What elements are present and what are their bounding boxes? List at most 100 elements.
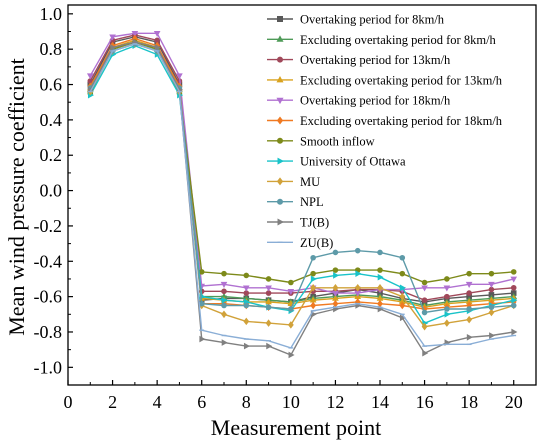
legend-entry: MU (267, 175, 320, 189)
x-tick-label: 2 (108, 392, 117, 412)
data-point (221, 288, 227, 295)
legend-marker (277, 218, 284, 226)
y-tick-label: 1.0 (40, 4, 63, 24)
data-point (221, 296, 228, 304)
y-axis-title: Mean wind pressure coefficient (4, 58, 29, 336)
legend-label: ZU(B) (300, 236, 333, 250)
data-point (354, 284, 361, 292)
data-point (287, 289, 295, 296)
data-point (199, 335, 206, 343)
data-point (243, 302, 250, 309)
legend-label: Overtaking period for 13km/h (300, 53, 451, 67)
data-point (511, 296, 518, 304)
data-point (466, 333, 473, 341)
legend-entry: NPL (267, 195, 324, 209)
data-point (153, 30, 161, 37)
legend-marker (276, 116, 284, 125)
legend-label: Excluding overtaking period for 18km/h (300, 114, 503, 128)
legend-entry: Overtaking period for 8km/h (267, 13, 445, 27)
x-tick-label: 16 (416, 392, 434, 412)
data-point (466, 315, 473, 324)
legend-marker (276, 15, 283, 22)
data-point (488, 281, 495, 288)
data-point (243, 342, 250, 350)
y-tick-label: 0.6 (40, 75, 63, 95)
data-point (332, 284, 339, 292)
data-point (444, 276, 450, 282)
data-point (399, 254, 406, 261)
legend-label: Smooth inflow (300, 134, 375, 148)
legend-marker (276, 35, 284, 42)
legend-marker (276, 97, 284, 105)
data-point (310, 301, 317, 310)
y-tick-label: 0.8 (40, 39, 63, 59)
x-tick-label: 6 (197, 392, 206, 412)
plot-area (86, 30, 518, 359)
legend-marker (277, 157, 284, 165)
data-point (510, 276, 518, 283)
data-point (488, 304, 495, 311)
legend-label: MU (300, 175, 320, 189)
data-point (488, 270, 495, 277)
data-point (377, 284, 383, 292)
data-point (221, 270, 227, 277)
legend-label: TJ(B) (300, 216, 329, 230)
legend-label: University of Ottawa (300, 155, 406, 169)
data-point (287, 321, 294, 329)
legend-marker (276, 56, 283, 63)
data-point (198, 269, 205, 275)
y-tick-label: -0.6 (34, 287, 63, 307)
data-point (377, 273, 384, 281)
legend-label: Excluding overtaking period for 13km/h (300, 73, 503, 87)
legend-entry: Excluding overtaking period for 8km/h (267, 33, 497, 47)
data-point (288, 306, 294, 312)
data-point (489, 332, 496, 339)
y-tick-label: -1.0 (34, 357, 63, 377)
data-point (466, 306, 472, 312)
data-point (109, 34, 116, 41)
data-point (399, 314, 406, 322)
data-point (265, 276, 272, 282)
x-tick-label: 0 (64, 392, 73, 412)
data-point (421, 285, 428, 292)
y-tick-label: -0.4 (34, 251, 63, 271)
legend-label: NPL (300, 195, 324, 209)
data-point (355, 270, 362, 277)
legend-label: Excluding overtaking period for 8km/h (300, 33, 497, 47)
series-12 (87, 43, 517, 349)
plot-frame (67, 4, 537, 386)
legend-marker (276, 137, 283, 144)
data-point (243, 317, 250, 326)
legend-entry: Overtaking period for 18km/h (267, 94, 451, 108)
y-tick-label: -0.8 (34, 322, 63, 342)
legend-entry: University of Ottawa (267, 155, 406, 169)
data-point (421, 309, 428, 316)
data-point (310, 270, 316, 277)
data-point (288, 279, 294, 286)
data-point (421, 279, 428, 286)
data-point (332, 299, 339, 308)
y-tick-label: -0.2 (34, 216, 63, 236)
data-point (266, 342, 273, 350)
data-point (310, 284, 317, 292)
series-line (89, 34, 514, 301)
data-point (221, 339, 228, 346)
data-point (332, 249, 339, 256)
data-point (288, 351, 295, 359)
data-point (510, 302, 517, 309)
data-point (466, 290, 472, 296)
data-point (465, 281, 473, 288)
data-point (444, 293, 450, 300)
data-point (443, 285, 451, 292)
data-point (131, 30, 139, 37)
data-point (377, 299, 383, 308)
data-point (220, 281, 228, 288)
data-point (332, 267, 339, 273)
legend-entry: TJ(B) (267, 216, 329, 230)
legend-entry: ZU(B) (267, 236, 333, 250)
y-tick-label: 0.4 (40, 110, 63, 130)
data-point (399, 284, 406, 292)
data-point (333, 272, 340, 279)
series-line (89, 43, 514, 349)
x-tick-label: 10 (282, 392, 300, 412)
